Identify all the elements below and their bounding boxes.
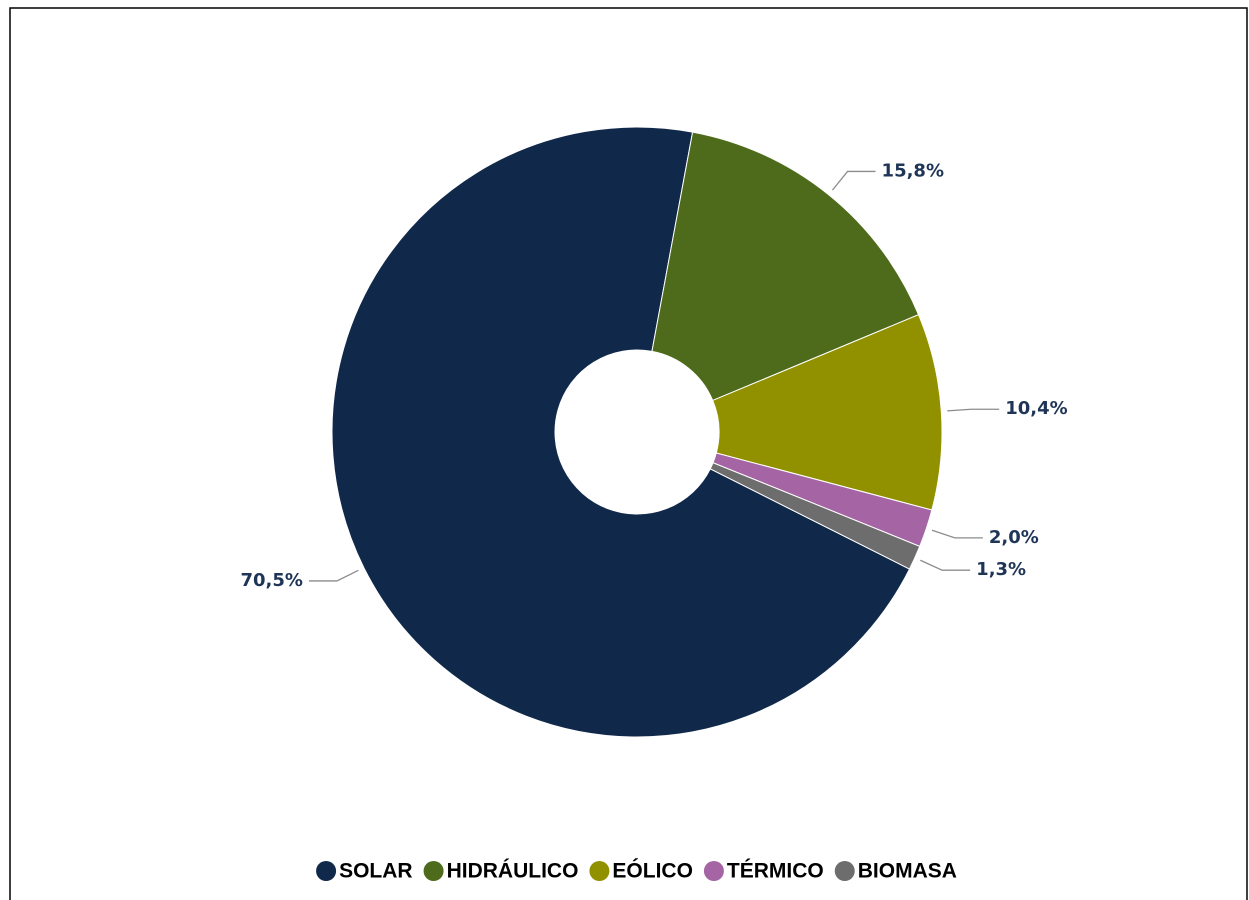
data-label: 70,5%	[240, 570, 302, 591]
leader-line	[947, 408, 1000, 412]
data-label: 2,0%	[989, 527, 1039, 548]
legend-swatch	[834, 861, 855, 881]
leader-line	[308, 569, 359, 582]
donut-slice	[709, 462, 921, 570]
legend-swatch	[589, 861, 610, 881]
legend-label: EÓLICO	[612, 859, 693, 883]
data-label: 15,8%	[882, 160, 944, 181]
donut-slice	[712, 314, 943, 511]
donut-slice	[651, 131, 920, 402]
leader-line	[920, 559, 971, 571]
legend-swatch	[703, 861, 724, 881]
data-label: 10,4%	[1005, 398, 1067, 419]
data-label: 1,3%	[976, 559, 1026, 580]
legend-label: BIOMASA	[858, 860, 957, 883]
donut-slice	[331, 126, 911, 738]
legend-swatch	[316, 861, 337, 881]
legend-label: HIDRÁULICO	[447, 860, 579, 883]
legend-label: TÉRMICO	[727, 860, 824, 883]
chart-frame	[9, 7, 1248, 900]
legend-label: SOLAR	[339, 860, 413, 883]
leader-line	[931, 529, 983, 539]
leader-line	[831, 170, 876, 191]
legend-swatch	[423, 861, 444, 881]
